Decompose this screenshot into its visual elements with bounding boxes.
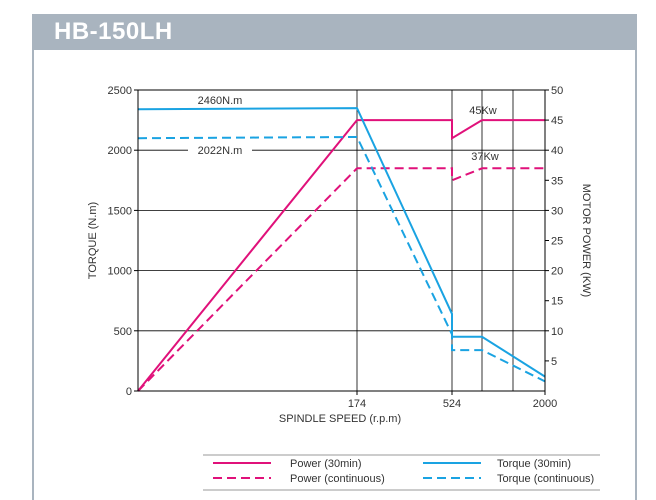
y2-tick-label-0: 5 xyxy=(551,356,557,368)
y-tick-label-0: 0 xyxy=(126,386,132,398)
legend: Power (30min) Power (continuous) Torque (3… xyxy=(203,454,600,491)
y-axis-label: TORQUE (N.m) xyxy=(87,202,99,279)
y2-axis-label: MOTOR POWER (KW) xyxy=(580,184,592,297)
legend-label-3: Torque (continuous) xyxy=(497,473,594,485)
annotation-0: 2460N.m xyxy=(198,95,243,107)
y2-tick-label-3: 20 xyxy=(551,266,563,278)
annotation-1: 2022N.m xyxy=(198,145,243,157)
annotation-3: 37Kw xyxy=(471,151,499,163)
x-tick-label-2: 2000 xyxy=(533,398,557,410)
y2-tick-label-8: 45 xyxy=(551,115,563,127)
model-title: HB-150LH xyxy=(54,18,173,45)
legend-label-1: Power (continuous) xyxy=(290,473,385,485)
y-tick-label-1: 500 xyxy=(114,326,132,338)
plot-frame xyxy=(137,89,546,392)
annotation-2: 45Kw xyxy=(469,105,497,117)
series-line-3 xyxy=(137,135,546,383)
chart-card: HB-150LH xyxy=(32,14,637,500)
y2-tick-label-9: 50 xyxy=(551,85,563,97)
series-line-1 xyxy=(137,167,545,392)
grid-layer xyxy=(138,90,545,391)
y2-tick-label-1: 10 xyxy=(551,326,563,338)
legend-label-2: Torque (30min) xyxy=(497,458,571,470)
x-tick-label-1: 524 xyxy=(443,398,461,410)
x-tick-label-0: 174 xyxy=(348,398,366,410)
y-tick-label-4: 2000 xyxy=(108,145,132,157)
series-line-2 xyxy=(137,107,546,378)
y2-tick-label-2: 15 xyxy=(551,296,563,308)
y-tick-label-5: 2500 xyxy=(108,85,132,97)
card-header: HB-150LH xyxy=(34,14,635,50)
text-layer: 0 500 1000 1500 2000 2500 5 10 15 20 25 30 35 40 45 50 1… xyxy=(87,85,592,425)
y2-tick-label-6: 35 xyxy=(551,175,563,187)
y2-tick-label-4: 25 xyxy=(551,236,563,248)
y2-tick-label-7: 40 xyxy=(551,145,563,157)
y2-tick-label-5: 30 xyxy=(551,205,563,217)
x-axis-label: SPINDLE SPEED (r.p.m) xyxy=(279,413,401,425)
annotation-bg-1 xyxy=(188,144,252,157)
y-tick-label-3: 1500 xyxy=(108,205,132,217)
y-tick-label-2: 1000 xyxy=(108,266,132,278)
frame-layer xyxy=(134,89,549,395)
series-line-0 xyxy=(137,119,545,392)
legend-label-0: Power (30min) xyxy=(290,458,362,470)
series-layer xyxy=(137,107,546,392)
